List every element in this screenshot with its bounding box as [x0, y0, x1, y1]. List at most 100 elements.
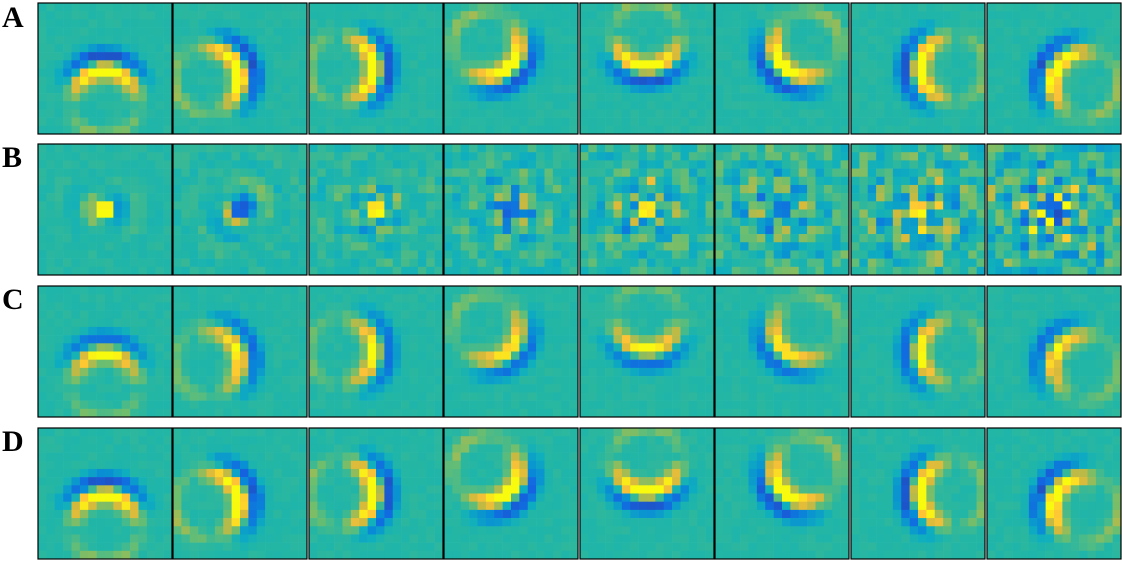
pixel	[334, 27, 343, 37]
pixel	[1079, 101, 1088, 110]
pixel	[731, 266, 741, 276]
pixel	[765, 201, 774, 210]
pixel	[647, 217, 656, 227]
pixel	[409, 359, 419, 369]
pixel	[256, 43, 266, 53]
pixel	[688, 27, 698, 37]
pixel	[181, 176, 191, 186]
pixel	[248, 11, 258, 20]
pixel	[494, 11, 503, 20]
pixel	[392, 76, 402, 86]
pixel	[392, 35, 402, 45]
pixel	[934, 242, 944, 251]
pixel	[290, 201, 299, 210]
pixel	[918, 109, 927, 118]
pixel	[88, 160, 97, 169]
pixel	[96, 335, 106, 344]
pixel	[773, 68, 783, 77]
pixel	[851, 76, 860, 86]
pixel	[452, 326, 462, 336]
pixel	[715, 27, 724, 37]
pixel	[605, 93, 614, 102]
pixel	[367, 3, 377, 12]
pixel	[765, 184, 774, 194]
pixel	[163, 11, 173, 20]
pixel	[88, 351, 97, 360]
pixel	[901, 101, 910, 110]
pixel	[350, 266, 360, 276]
pixel	[198, 152, 207, 161]
pixel	[359, 201, 368, 210]
pixel	[138, 68, 148, 77]
pixel	[552, 52, 562, 61]
pixel	[273, 343, 283, 352]
pixel	[876, 52, 885, 61]
pixel	[38, 93, 47, 102]
pixel	[290, 351, 299, 360]
pixel	[705, 27, 715, 37]
pixel	[223, 266, 232, 276]
pixel	[376, 258, 385, 268]
pixel	[1028, 117, 1038, 127]
pixel	[647, 184, 656, 194]
pixel	[121, 176, 131, 186]
pixel	[88, 225, 97, 235]
pixel	[130, 250, 139, 259]
pixel	[298, 217, 308, 227]
pixel	[1104, 11, 1113, 20]
pixel	[731, 27, 741, 37]
pixel	[325, 258, 335, 268]
pixel	[715, 109, 724, 118]
pixel	[256, 184, 266, 194]
pixel	[96, 209, 106, 218]
pixel	[231, 27, 241, 37]
pixel	[552, 27, 562, 37]
pixel	[926, 250, 936, 259]
pixel	[54, 152, 64, 161]
pixel	[1079, 11, 1088, 20]
pixel	[130, 93, 139, 102]
pixel	[265, 201, 274, 210]
pixel	[265, 144, 274, 153]
pixel	[426, 242, 435, 251]
pixel	[832, 250, 841, 259]
pixel	[1104, 109, 1113, 118]
pixel	[79, 302, 89, 311]
pixel	[392, 318, 402, 328]
pixel	[290, 3, 299, 12]
pixel	[309, 376, 318, 385]
pixel	[173, 294, 182, 303]
pixel	[1028, 11, 1038, 20]
pixel	[536, 225, 545, 235]
pixel	[1079, 225, 1088, 235]
pixel	[552, 109, 562, 118]
pixel	[434, 250, 444, 259]
pixel	[138, 160, 148, 169]
pixel	[105, 93, 114, 102]
pixel	[298, 367, 308, 377]
pixel	[943, 160, 952, 169]
pixel	[680, 242, 690, 251]
pixel	[71, 209, 81, 218]
pixel	[146, 43, 156, 53]
pixel	[647, 201, 656, 210]
pixel	[943, 101, 952, 110]
pixel	[672, 217, 681, 227]
pixel	[840, 266, 850, 276]
pixel	[265, 52, 274, 61]
pixel	[638, 19, 648, 28]
pixel	[987, 68, 996, 77]
pixel	[1003, 3, 1013, 12]
pixel	[409, 266, 419, 276]
pixel	[485, 302, 495, 311]
pixel	[1045, 19, 1055, 28]
pixel	[1054, 160, 1063, 169]
pixel	[409, 76, 419, 86]
pixel	[1079, 258, 1088, 268]
pixel	[214, 367, 224, 377]
pixel	[444, 318, 453, 328]
pixel	[434, 302, 444, 311]
pixel	[46, 101, 56, 110]
pixel	[88, 392, 97, 401]
pixel	[723, 68, 733, 77]
